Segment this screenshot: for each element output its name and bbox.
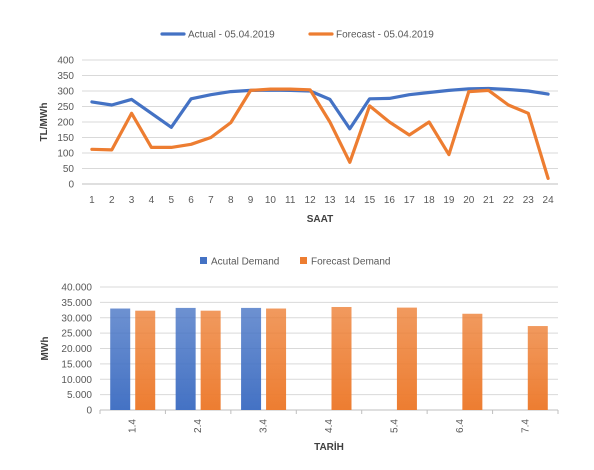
y-tick-label: 0 bbox=[68, 180, 74, 191]
x-tick-label: 1.4 bbox=[128, 419, 139, 433]
bar-forecast-4.4 bbox=[331, 306, 352, 410]
y-tick-label: 50 bbox=[63, 164, 75, 175]
legend-label: Forecast - 05.04.2019 bbox=[336, 30, 434, 41]
x-tick-label: 3.4 bbox=[259, 419, 270, 433]
x-tick-label: 15 bbox=[364, 195, 376, 206]
bar-forecast-2.4 bbox=[200, 310, 221, 410]
x-tick-label: 14 bbox=[344, 195, 356, 206]
y-tick-label: 400 bbox=[57, 56, 74, 67]
x-tick-label: 3 bbox=[129, 195, 135, 206]
x-tick-label: 17 bbox=[404, 195, 416, 206]
bar-forecast-5.4 bbox=[396, 307, 417, 410]
y-tick-label: 35.000 bbox=[61, 298, 92, 309]
x-tick-label: 7.4 bbox=[520, 419, 531, 433]
x-tick-label: 6.4 bbox=[455, 419, 466, 433]
legend-label: Forecast Demand bbox=[311, 257, 390, 268]
legend-swatch bbox=[300, 257, 307, 264]
y-tick-label: 20.000 bbox=[61, 344, 92, 355]
y-tick-label: 10.000 bbox=[61, 375, 92, 386]
legend-label: Actual - 05.04.2019 bbox=[188, 30, 275, 41]
x-tick-label: 13 bbox=[324, 195, 336, 206]
y-tick-label: 25.000 bbox=[61, 329, 92, 340]
y-tick-label: 5.000 bbox=[67, 390, 92, 401]
x-tick-label: 11 bbox=[285, 195, 296, 206]
y-tick-label: 300 bbox=[57, 87, 74, 98]
series-line-actual bbox=[90, 86, 550, 131]
x-tick-label: 6 bbox=[188, 195, 194, 206]
x-tick-label: 8 bbox=[228, 195, 234, 206]
y-tick-label: 30.000 bbox=[61, 313, 92, 324]
bar-actual-2.4 bbox=[175, 307, 196, 410]
y-axis-title: MWh bbox=[40, 337, 51, 361]
y-tick-label: 100 bbox=[57, 149, 74, 160]
y-axis-title: TL/MWh bbox=[39, 103, 50, 142]
bar-actual-1.4 bbox=[110, 308, 131, 410]
bar-forecast-1.4 bbox=[135, 310, 156, 410]
y-tick-label: 0 bbox=[86, 406, 92, 417]
x-tick-label: 7 bbox=[208, 195, 214, 206]
bar-forecast-7.4 bbox=[527, 326, 548, 410]
series-line-forecast bbox=[90, 87, 550, 180]
x-tick-label: 16 bbox=[384, 195, 396, 206]
x-tick-label: 9 bbox=[248, 195, 254, 206]
x-tick-label: 22 bbox=[503, 195, 515, 206]
legend-label: Acutal Demand bbox=[211, 257, 279, 268]
x-axis-title: SAAT bbox=[307, 214, 333, 225]
y-tick-label: 250 bbox=[57, 102, 74, 113]
x-tick-label: 1 bbox=[89, 195, 95, 206]
x-tick-label: 4.4 bbox=[324, 419, 335, 433]
bar-forecast-6.4 bbox=[462, 313, 483, 410]
x-tick-label: 24 bbox=[543, 195, 555, 206]
x-tick-label: 2 bbox=[109, 195, 115, 206]
x-tick-label: 5.4 bbox=[389, 419, 400, 433]
x-tick-label: 5 bbox=[168, 195, 174, 206]
y-tick-label: 15.000 bbox=[61, 359, 92, 370]
legend-swatch bbox=[200, 257, 207, 264]
y-tick-label: 350 bbox=[57, 71, 74, 82]
x-axis-title: TARİH bbox=[314, 440, 344, 453]
y-tick-label: 150 bbox=[57, 133, 74, 144]
x-tick-label: 2.4 bbox=[193, 419, 204, 433]
bar-forecast-3.4 bbox=[266, 308, 287, 410]
x-tick-label: 10 bbox=[265, 195, 277, 206]
x-tick-label: 20 bbox=[463, 195, 475, 206]
x-tick-label: 23 bbox=[523, 195, 535, 206]
y-tick-label: 40.000 bbox=[61, 283, 92, 294]
bar-actual-3.4 bbox=[241, 307, 262, 410]
x-tick-label: 21 bbox=[483, 195, 495, 206]
y-tick-label: 200 bbox=[57, 118, 74, 129]
x-tick-label: 4 bbox=[149, 195, 155, 206]
x-tick-label: 19 bbox=[443, 195, 455, 206]
bar-chart: 0 5.000 10.000 15.000 20.000 25.000 30.000 35.0… bbox=[40, 257, 559, 453]
x-tick-label: 18 bbox=[424, 195, 436, 206]
x-tick-label: 12 bbox=[305, 195, 317, 206]
